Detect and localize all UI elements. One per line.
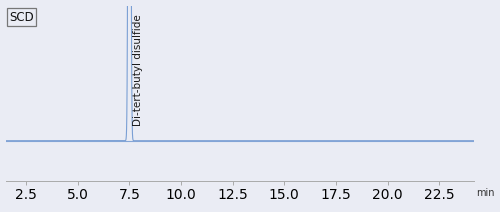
Text: min: min	[476, 188, 495, 198]
Text: SCD: SCD	[10, 11, 34, 24]
Text: Di-tert-butyl disulfide: Di-tert-butyl disulfide	[133, 14, 143, 126]
